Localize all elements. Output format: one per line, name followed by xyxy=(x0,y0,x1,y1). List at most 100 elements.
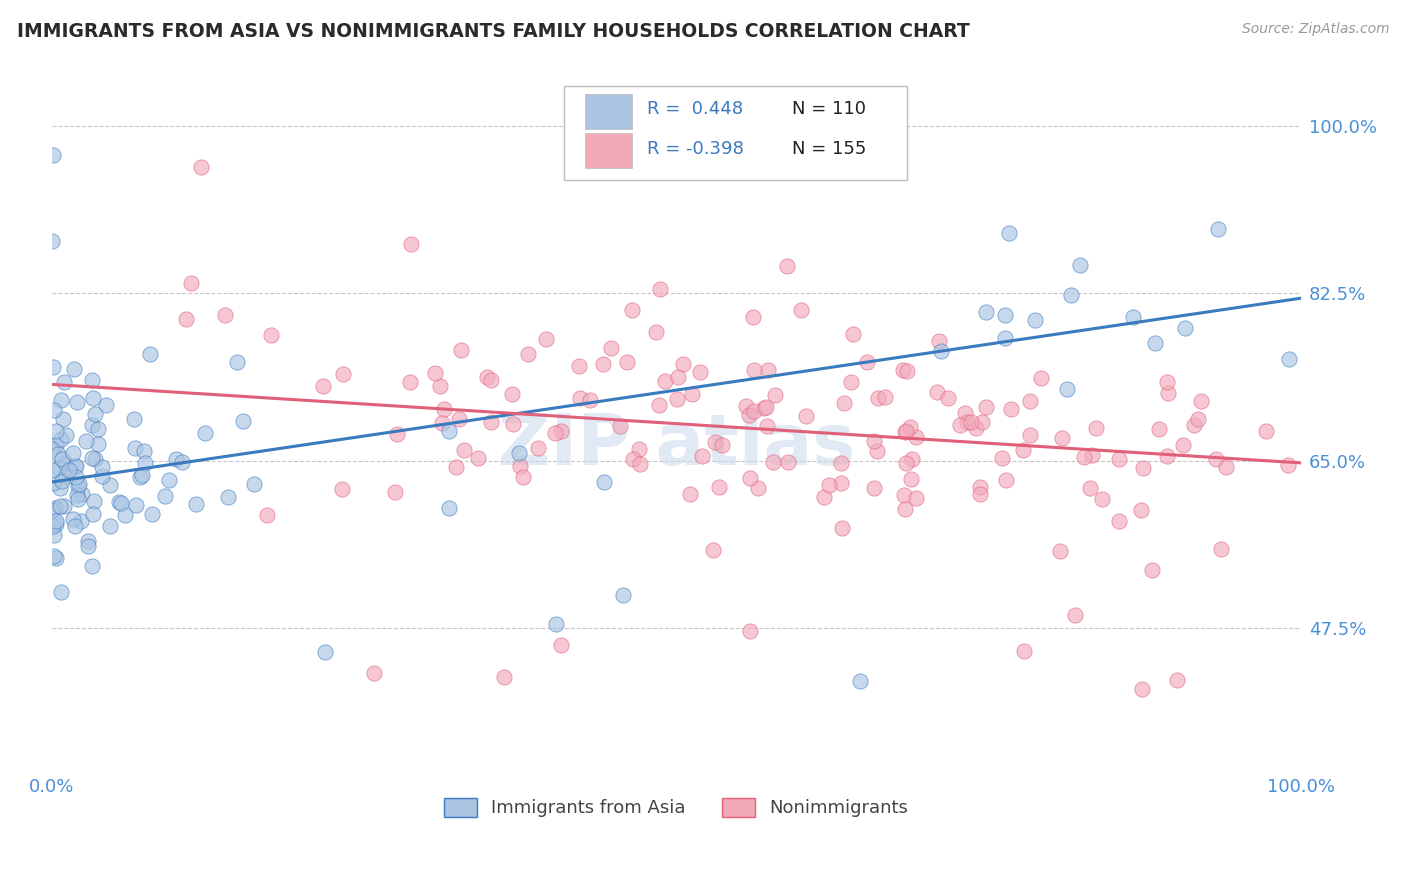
Point xyxy=(190,160,212,174)
Point xyxy=(569,391,592,405)
Point xyxy=(430,417,453,431)
Point xyxy=(970,415,993,429)
Point xyxy=(44,549,66,563)
Bar xyxy=(585,133,633,168)
Point xyxy=(994,308,1017,322)
Point xyxy=(1166,673,1188,687)
Point xyxy=(122,412,145,426)
Point xyxy=(776,455,799,469)
Point xyxy=(66,488,89,502)
Point xyxy=(98,519,121,533)
Point xyxy=(508,446,530,460)
Point xyxy=(509,458,531,473)
Point xyxy=(756,363,779,377)
Point xyxy=(818,478,841,492)
Point xyxy=(998,226,1021,240)
Point xyxy=(433,401,456,416)
Point xyxy=(616,354,638,368)
Point xyxy=(363,666,385,681)
Point xyxy=(77,539,100,553)
Point xyxy=(1187,412,1209,426)
Point xyxy=(666,369,689,384)
Point xyxy=(66,492,89,507)
Point xyxy=(1108,451,1130,466)
Point xyxy=(1209,542,1232,557)
Point xyxy=(385,426,408,441)
Point xyxy=(900,472,922,486)
Point xyxy=(450,343,472,357)
Point xyxy=(1108,514,1130,528)
Point xyxy=(735,399,758,413)
Point xyxy=(1081,448,1104,462)
Point xyxy=(70,487,93,501)
Point xyxy=(243,476,266,491)
Point xyxy=(134,444,156,458)
Point xyxy=(384,485,406,500)
Point xyxy=(790,303,813,318)
Point xyxy=(737,408,759,422)
Point xyxy=(124,441,146,455)
Point xyxy=(49,585,72,599)
Point xyxy=(928,334,950,349)
Point xyxy=(936,391,959,405)
Point xyxy=(994,331,1017,345)
Point xyxy=(703,435,725,450)
Point xyxy=(666,392,689,406)
Point xyxy=(429,379,451,393)
Point xyxy=(45,550,67,565)
Point xyxy=(1171,437,1194,451)
Point xyxy=(901,452,924,467)
Point xyxy=(896,364,918,378)
Point xyxy=(134,456,156,470)
Point xyxy=(49,481,72,495)
Point xyxy=(1205,451,1227,466)
Point xyxy=(956,415,979,429)
Point xyxy=(437,500,460,515)
Point xyxy=(65,519,87,533)
Point xyxy=(170,455,193,469)
Point xyxy=(568,359,591,373)
Point xyxy=(544,616,567,631)
Point xyxy=(139,347,162,361)
Point xyxy=(830,475,852,490)
Point xyxy=(1049,544,1071,558)
Point xyxy=(80,559,103,574)
Point xyxy=(91,468,114,483)
Point xyxy=(42,519,65,533)
Point xyxy=(80,417,103,432)
Point xyxy=(738,471,761,485)
Point xyxy=(479,373,502,387)
Point xyxy=(87,422,110,436)
Point xyxy=(747,481,769,495)
Point xyxy=(44,403,66,417)
Point xyxy=(479,415,502,429)
Point xyxy=(94,398,117,412)
Point xyxy=(592,475,614,489)
Point xyxy=(527,441,550,455)
Point xyxy=(959,416,981,430)
Point xyxy=(332,367,354,381)
Point xyxy=(1215,460,1237,475)
Point xyxy=(114,508,136,522)
Point xyxy=(645,325,668,339)
Point xyxy=(65,458,87,473)
Point xyxy=(1132,461,1154,475)
Point xyxy=(1000,402,1022,417)
Point xyxy=(48,499,70,513)
Point xyxy=(974,304,997,318)
Point xyxy=(51,452,73,467)
Point xyxy=(707,480,730,494)
Legend: Immigrants from Asia, Nonimmigrants: Immigrants from Asia, Nonimmigrants xyxy=(437,791,915,824)
Point xyxy=(742,363,765,377)
Point xyxy=(1156,376,1178,390)
Point xyxy=(974,400,997,414)
Point xyxy=(550,638,572,652)
Point xyxy=(131,467,153,482)
Point xyxy=(969,480,991,494)
Point xyxy=(1056,382,1078,396)
Point xyxy=(994,474,1017,488)
Point xyxy=(184,497,207,511)
Point xyxy=(866,444,889,458)
Point xyxy=(62,446,84,460)
Text: ZIP atlas: ZIP atlas xyxy=(498,411,855,480)
